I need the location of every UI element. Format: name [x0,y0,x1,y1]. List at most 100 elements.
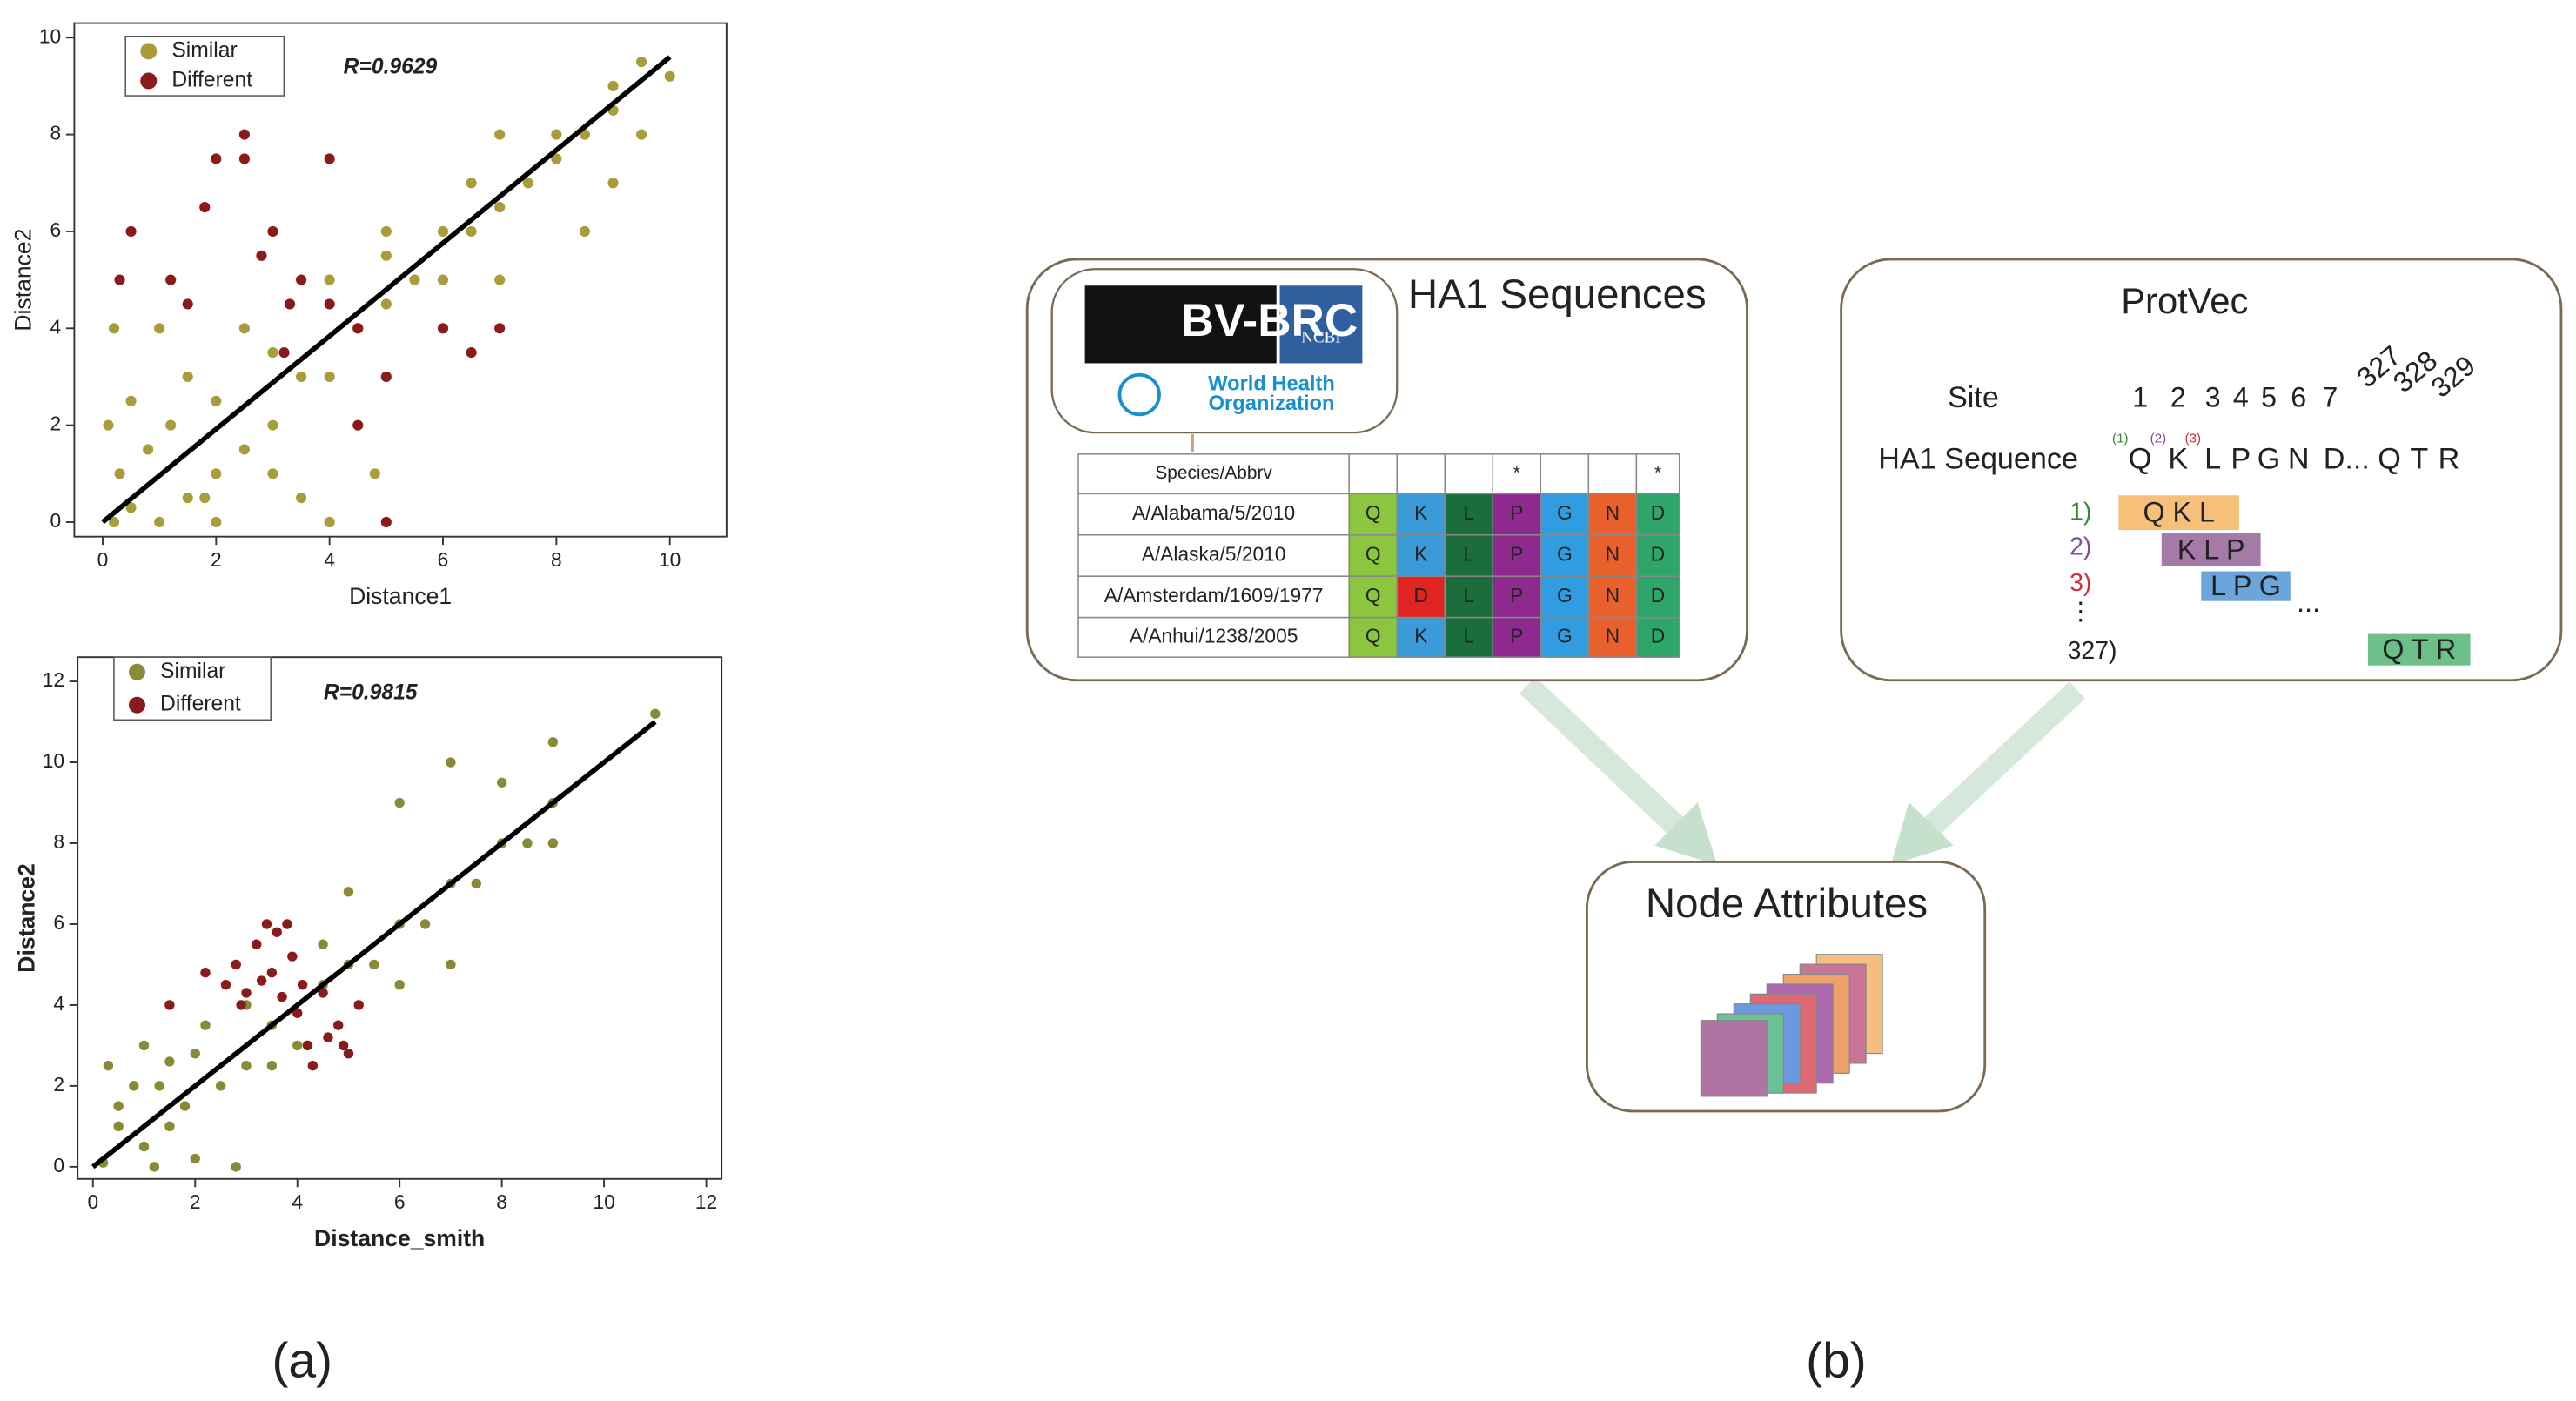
residue-cell [1587,493,1638,536]
point [547,838,559,848]
point [353,1000,364,1010]
point [522,178,533,189]
point [164,1056,175,1067]
site-number: 7 [2322,382,2338,413]
point [496,777,507,788]
point [437,225,449,238]
residue: Q [1365,584,1381,607]
point [409,274,420,285]
residue: D [1651,543,1665,566]
y-tick-label: 0 [50,509,62,532]
logo-who-icon [1117,372,1161,417]
point [267,419,278,431]
residue: D [1651,624,1665,647]
arrows [1519,676,2086,866]
point [343,1049,354,1059]
legend-marker [140,43,158,60]
point [266,1060,278,1071]
ha1-title: HA1 Sequences [1408,271,1707,318]
x-tick-label: 0 [87,1190,98,1213]
point [664,70,675,82]
y-tick-label: 4 [50,315,62,338]
site-number: 1 [2132,382,2148,413]
point [318,939,328,949]
point [494,202,506,213]
y-axis-label: Distance2 [13,863,39,972]
logo-text: World Health [1208,372,1335,395]
point [113,1121,124,1132]
point [278,347,290,359]
point [352,419,364,431]
point [394,797,405,808]
point [125,395,137,406]
point [200,1020,211,1030]
residue: L [1463,543,1474,566]
point [267,347,278,359]
point [296,371,307,383]
point [154,516,165,528]
residue-cell [1348,534,1398,577]
y-tick-label: 0 [53,1154,64,1176]
point [199,493,211,504]
point [607,80,619,92]
point [211,153,222,164]
residue-cell [1540,616,1590,658]
header-cell [1635,453,1680,495]
x-tick-label: 4 [292,1190,303,1213]
site-label: Site [1948,381,1999,414]
logo-bvbrc [1084,285,1277,364]
residue: L [1463,584,1474,607]
fit-line [91,720,657,1170]
point [211,468,222,479]
point [446,959,456,970]
legend-marker [129,663,145,680]
residue-cell [1492,616,1542,658]
window-box [2118,495,2239,531]
point [179,1101,191,1111]
residue: L [1463,501,1474,524]
window-index: 327) [2068,637,2117,665]
point [266,968,278,978]
point [231,959,241,970]
point [607,178,619,189]
point [380,250,392,261]
residue: D [1414,584,1428,607]
x-tick-label: 10 [659,548,681,571]
sequence-letter: Q [2129,442,2152,475]
window-index: 1) [2070,499,2091,526]
point [338,1040,349,1051]
site-number: 3 [2205,382,2221,413]
header-cell [1587,453,1638,495]
point [466,225,477,238]
sequence-letter: T [2410,442,2428,475]
point [211,395,222,406]
y-tick-label: 6 [53,911,64,934]
plot-frame [73,22,728,538]
point [466,347,477,359]
legend-label: Different [160,693,241,716]
residue: P [1510,624,1523,647]
residue: G [1557,624,1573,647]
window-text: K L P [2177,533,2245,565]
point [108,516,120,528]
site-superscript: (3) [2185,432,2202,446]
point [215,1081,226,1091]
residue: G [1557,501,1573,524]
point [282,919,292,929]
y-axis-label: Distance2 [10,229,36,332]
logo-text: Organization [1209,392,1335,415]
residue: N [1606,501,1620,524]
strain-name: A/Alaska/5/2010 [1142,543,1286,566]
residue: Q [1365,501,1381,524]
point [324,153,335,164]
point [522,838,533,848]
site-superscript: (1) [2112,432,2129,446]
legend-label: Different [171,69,252,92]
header-cell [1396,453,1446,495]
name-cell [1077,534,1350,577]
residue: N [1606,543,1620,566]
point [231,1162,241,1172]
residue-cell [1587,616,1638,658]
sequence-label: HA1 Sequence [1878,442,2078,475]
